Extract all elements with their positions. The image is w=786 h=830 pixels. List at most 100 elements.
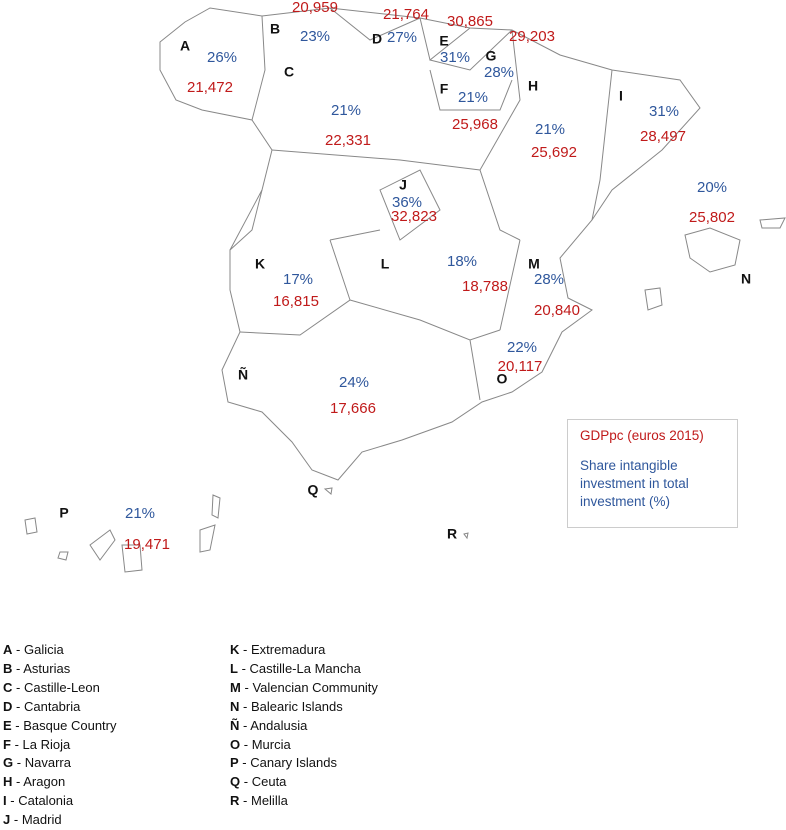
- region-gdp: 22,331: [325, 132, 371, 149]
- key-letter: D: [3, 698, 13, 714]
- region-gdp: 32,823: [391, 208, 437, 225]
- key-letter: O: [230, 736, 241, 752]
- key-name: Ceuta: [251, 774, 287, 790]
- key-letter: Ñ: [230, 717, 240, 733]
- legend-gdp: GDPpc (euros 2015): [580, 428, 704, 443]
- region-share: 17%: [283, 271, 313, 288]
- key-name: Navarra: [24, 755, 71, 771]
- region-share: 28%: [534, 271, 564, 288]
- key-separator: -: [244, 679, 249, 695]
- key-letter: L: [230, 660, 238, 676]
- key-letter: K: [230, 642, 240, 657]
- region-key-entry: J - Madrid: [3, 811, 117, 830]
- region-share: 28%: [484, 64, 514, 81]
- region-gdp: 25,802: [689, 209, 735, 226]
- key-separator: -: [16, 755, 22, 771]
- region-letter: P: [59, 505, 68, 521]
- key-letter: R: [230, 793, 240, 809]
- key-name: La Rioja: [22, 736, 71, 752]
- region-share: 23%: [300, 28, 330, 45]
- region-key-right: K - Extremadura L - Castille-La Mancha M -…: [230, 641, 378, 811]
- region-key-entry: G - Navarra: [3, 754, 117, 773]
- key-letter: N: [230, 698, 240, 714]
- mainland-outline: [159, 7, 701, 481]
- canary-islands: [24, 494, 221, 573]
- ceuta: [323, 487, 333, 495]
- key-separator: -: [15, 717, 20, 733]
- balearic-islands: [644, 217, 786, 311]
- key-separator: -: [10, 793, 15, 809]
- region-letter: N: [741, 271, 751, 287]
- legend-share: Share intangible investment in total inv…: [580, 458, 689, 509]
- region-letter: Q: [308, 482, 319, 498]
- key-letter: B: [3, 660, 13, 676]
- region-key-entry: I - Catalonia: [3, 792, 117, 811]
- region-key-entry: E - Basque Country: [3, 717, 117, 736]
- region-key-entry: N - Balearic Islands: [230, 698, 378, 717]
- key-separator: -: [243, 736, 249, 752]
- region-share: 18%: [447, 253, 477, 270]
- region-gdp: 20,959: [292, 0, 338, 16]
- region-gdp: 28,497: [640, 128, 686, 145]
- region-letter: G: [486, 48, 497, 64]
- region-letter: R: [447, 526, 457, 542]
- region-share: 27%: [387, 29, 417, 46]
- key-letter: C: [3, 679, 13, 695]
- region-share: 26%: [207, 49, 237, 66]
- key-separator: -: [243, 717, 248, 733]
- region-key-entry: R - Melilla: [230, 792, 378, 811]
- key-separator: -: [243, 642, 248, 657]
- region-labels: A 26% 21,472 B 23% 20,959 C 21% 22,331 D 27% 21,764…: [59, 0, 751, 553]
- key-name: Asturias: [23, 660, 71, 676]
- region-letter: F: [440, 81, 449, 97]
- region-key-entry: Q - Ceuta: [230, 773, 378, 792]
- key-letter: M: [230, 679, 241, 695]
- key-letter: H: [3, 774, 13, 790]
- region-share: 21%: [458, 89, 488, 106]
- region-gdp: 25,968: [452, 116, 498, 133]
- region-share: 36%: [392, 194, 422, 211]
- key-name: Basque Country: [23, 717, 117, 733]
- region-letter: A: [180, 38, 190, 54]
- region-key-entry: B - Asturias: [3, 660, 117, 679]
- region-share: 22%: [507, 339, 537, 356]
- region-gdp: 25,692: [531, 144, 577, 161]
- melilla: [463, 532, 469, 540]
- region-gdp: 20,117: [498, 358, 543, 375]
- region-letter: D: [372, 31, 382, 47]
- region-key-entry: H - Aragon: [3, 773, 117, 792]
- region-key-entry: Ñ - Andalusia: [230, 717, 378, 736]
- region-share: 24%: [339, 374, 369, 391]
- region-key-entry: O - Murcia: [230, 736, 378, 755]
- region-gdp: 21,472: [187, 79, 233, 96]
- region-key-entry: C - Castille-Leon: [3, 679, 117, 698]
- key-separator: -: [16, 774, 21, 790]
- key-separator: -: [16, 698, 21, 714]
- region-gdp: 21,764: [383, 6, 429, 23]
- region-gdp: 19,471: [124, 536, 170, 553]
- key-name: Castille-La Mancha: [249, 660, 361, 676]
- region-letter: K: [255, 256, 265, 272]
- key-letter: J: [3, 812, 11, 828]
- legend: GDPpc (euros 2015) Share intangible inve…: [567, 419, 738, 528]
- region-letter: H: [528, 78, 538, 94]
- key-name: Murcia: [251, 736, 291, 752]
- key-separator: -: [242, 755, 247, 771]
- region-letter: O: [497, 371, 508, 387]
- key-letter: A: [3, 642, 13, 657]
- key-letter: E: [3, 717, 12, 733]
- key-name: Galicia: [23, 642, 64, 657]
- key-name: Balearic Islands: [250, 698, 343, 714]
- region-letter: C: [284, 64, 294, 80]
- region-letter: I: [619, 88, 623, 104]
- region-letter: Ñ: [238, 366, 248, 383]
- region-key-entry: L - Castille-La Mancha: [230, 660, 378, 679]
- region-key-entry: P - Canary Islands: [230, 754, 378, 773]
- region-letter: J: [399, 177, 407, 193]
- key-separator: -: [16, 679, 21, 695]
- key-separator: -: [243, 793, 248, 809]
- key-name: Melilla: [250, 793, 288, 809]
- key-separator: -: [241, 660, 246, 676]
- region-share: 21%: [535, 121, 565, 138]
- region-borders: [229, 7, 613, 401]
